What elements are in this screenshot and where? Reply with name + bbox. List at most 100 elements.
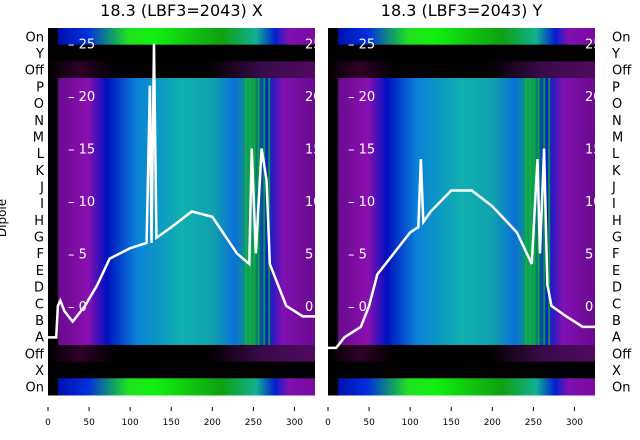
x-tick-label: 50 (363, 418, 375, 428)
heatmap-row (328, 128, 595, 146)
row-label: On (612, 30, 630, 45)
streak (548, 78, 551, 345)
inner-y-tick-label-right: 5 (305, 247, 313, 262)
panel-title: 18.3 (LBF3=2043) Y (381, 1, 543, 20)
inner-y-tick-label-right: 5 (585, 247, 593, 262)
inner-y-tick-label: – 0 (348, 300, 367, 315)
heatmap-row (48, 94, 315, 112)
row-label: J (39, 180, 44, 195)
heatmap-row (48, 44, 315, 62)
heatmap-row (328, 211, 595, 229)
inner-y-tick-label-right: 25 (585, 38, 602, 53)
heatmap-row (48, 311, 315, 329)
heatmap-row (48, 111, 315, 129)
heatmap-row (328, 228, 595, 246)
row-label: X (612, 364, 621, 379)
row-label: B (35, 314, 44, 329)
x-tick-label: 0 (45, 418, 51, 428)
row-label: Y (35, 47, 44, 62)
row-label: Off (25, 64, 45, 79)
inner-y-tick-label: – 25 (68, 38, 95, 53)
heatmap-row (328, 361, 595, 379)
inner-y-tick-label-right: 0 (305, 300, 313, 315)
x-tick-label: 300 (566, 418, 583, 428)
heatmap-row (328, 178, 595, 196)
inner-y-tick-label: – 5 (348, 247, 367, 262)
x-tick-label: 100 (122, 418, 139, 428)
row-label: H (612, 214, 622, 229)
inner-y-tick-label: – 10 (68, 195, 95, 210)
row-label: D (612, 281, 622, 296)
heatmap-row (48, 378, 315, 396)
inner-y-tick-label-right: 0 (585, 300, 593, 315)
x-tick-label: 0 (325, 418, 331, 428)
row-label: O (34, 97, 44, 112)
x-tick-label: 250 (525, 418, 542, 428)
inner-y-tick-label-right: 15 (305, 143, 322, 158)
streak (263, 78, 266, 345)
row-label: On (612, 381, 630, 396)
row-label: Off (612, 64, 632, 79)
row-label: D (34, 281, 44, 296)
heatmap-row (328, 78, 595, 96)
row-label: Off (612, 347, 632, 362)
inner-y-tick-label: – 20 (348, 90, 375, 105)
row-label: M (33, 130, 44, 145)
row-label: N (612, 114, 622, 129)
heatmap-row (328, 111, 595, 129)
row-label: J (611, 180, 616, 195)
x-tick-label: 150 (163, 418, 180, 428)
inner-y-tick-label-right: 20 (305, 90, 322, 105)
row-label: Y (611, 47, 620, 62)
heatmap-row (48, 144, 315, 162)
heatmap-row (48, 128, 315, 146)
heatmap-row (48, 294, 315, 313)
heatmap-row (48, 194, 315, 212)
row-label: L (612, 147, 620, 162)
inner-y-tick-label-right: 20 (585, 90, 602, 105)
row-label: K (612, 164, 621, 179)
heatmap-row (48, 178, 315, 196)
heatmap-row (328, 311, 595, 329)
inner-y-tick-label-right: 10 (585, 195, 602, 210)
row-label: F (612, 247, 619, 262)
inner-y-tick-label: – 25 (348, 38, 375, 53)
streak (529, 78, 532, 345)
row-label: I (612, 197, 616, 212)
row-label: H (34, 214, 44, 229)
row-label: G (612, 231, 622, 246)
row-label: A (35, 331, 44, 346)
x-tick-label: 200 (484, 418, 501, 428)
x-tick-label: 150 (443, 418, 460, 428)
heatmap-row (48, 361, 315, 379)
heatmap-row (328, 261, 595, 279)
row-label: C (612, 297, 621, 312)
row-label: P (36, 80, 44, 95)
heatmap-row (48, 61, 315, 79)
heatmap-row (328, 44, 595, 62)
row-label: X (35, 364, 44, 379)
x-tick-label: 50 (83, 418, 95, 428)
row-label: E (612, 264, 620, 279)
heatmap-row (48, 78, 315, 96)
inner-y-tick-label: – 15 (68, 143, 95, 158)
panel-title: 18.3 (LBF3=2043) X (100, 1, 263, 20)
row-label: L (37, 147, 45, 162)
heatmap-row (328, 294, 595, 313)
heatmap-row (48, 261, 315, 279)
y-axis-label: Dipole (0, 199, 9, 237)
heatmap-row (328, 28, 595, 46)
heatmap-row (328, 278, 595, 296)
row-label: O (612, 97, 622, 112)
x-tick-label: 250 (245, 418, 262, 428)
streak (268, 78, 271, 345)
inner-y-tick-label-right: 10 (305, 195, 322, 210)
row-label: A (612, 331, 621, 346)
x-tick-label: 300 (286, 418, 303, 428)
row-label: N (34, 114, 44, 129)
heatmap-row (328, 144, 595, 162)
heatmap-row (328, 61, 595, 79)
streak (525, 78, 528, 345)
heatmap-row (48, 278, 315, 296)
